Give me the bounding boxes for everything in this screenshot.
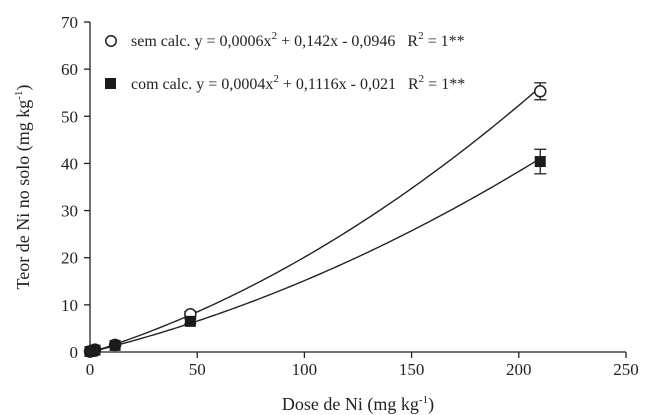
fit-curve: [89, 157, 541, 353]
y-tick-label: 70: [61, 13, 78, 32]
series-com-calc: [84, 148, 547, 358]
legend-label-com-calc: com calc. y = 0,0004x2 + 0,1116x - 0,021…: [131, 73, 465, 93]
legend-entry-sem-calc: sem calc. y = 0,0006x2 + 0,142x - 0,0946…: [105, 30, 465, 50]
y-tick-label: 20: [61, 249, 78, 268]
x-tick-label: 50: [189, 360, 206, 379]
axes: [89, 22, 626, 353]
y-tick-label: 10: [61, 296, 78, 315]
data-point-filled-square: [184, 315, 196, 327]
y-axis-title: Teor de Ni no solo (mg kg-1): [13, 85, 34, 290]
y-tick-label: 30: [61, 202, 78, 221]
y-tick-label: 40: [61, 154, 78, 173]
plot-area: [83, 82, 547, 358]
y-tick-label: 50: [61, 107, 78, 126]
data-point-filled-square: [89, 344, 101, 356]
legend-marker-open-circle: [105, 35, 117, 47]
x-tick-label: 100: [292, 360, 318, 379]
x-axis-title: Dose de Ni (mg kg-1): [282, 394, 434, 415]
x-tick-label: 150: [399, 360, 425, 379]
x-tick-label: 0: [86, 360, 95, 379]
x-tick-label: 250: [613, 360, 639, 379]
data-point-open-circle: [533, 85, 547, 98]
legend: sem calc. y = 0,0006x2 + 0,142x - 0,0946…: [105, 30, 465, 93]
data-point-filled-square: [534, 156, 546, 168]
fit-curve: [89, 86, 541, 354]
legend-marker-filled-square: [105, 78, 116, 89]
ticks: 0 50 100 150 200 250 0 10 20 30 40 50 60 70: [61, 13, 639, 379]
legend-label-sem-calc: sem calc. y = 0,0006x2 + 0,142x - 0,0946…: [131, 30, 465, 50]
data-point-filled-square: [109, 339, 121, 351]
y-tick-label: 0: [70, 343, 79, 362]
y-tick-label: 60: [61, 60, 78, 79]
series-sem-calc: [83, 82, 547, 358]
x-tick-label: 200: [506, 360, 532, 379]
legend-entry-com-calc: com calc. y = 0,0004x2 + 0,1116x - 0,021…: [105, 73, 465, 93]
